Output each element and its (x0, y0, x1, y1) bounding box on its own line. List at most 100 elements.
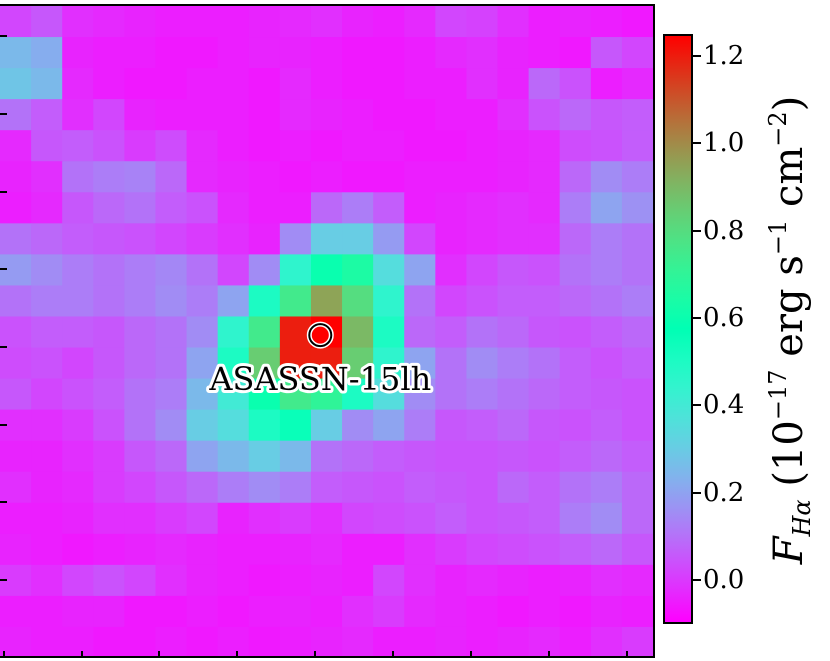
heatmap-cell (342, 564, 374, 597)
heatmap-cell (217, 99, 250, 131)
colorbar-title-exp1: −17 (764, 369, 792, 421)
heatmap-cell (62, 316, 94, 349)
heatmap-cell (404, 99, 436, 131)
heatmap-cell (373, 68, 405, 100)
heatmap-cell (373, 6, 405, 38)
heatmap-cell (186, 471, 219, 504)
heatmap-cell (124, 595, 157, 628)
y-axis-tick (0, 191, 7, 193)
colorbar-title-symbol: F (766, 536, 812, 565)
heatmap-cell (590, 6, 623, 38)
heatmap-cell (31, 533, 63, 566)
heatmap-cell (528, 254, 561, 287)
heatmap-cell (186, 223, 219, 255)
heatmap-cell (124, 471, 157, 504)
heatmap-cell (217, 6, 250, 38)
heatmap-cell (217, 37, 250, 69)
heatmap-cell (155, 285, 188, 318)
heatmap-cell (559, 192, 592, 224)
heatmap-cell (497, 192, 530, 224)
heatmap-cell (435, 99, 468, 131)
heatmap-cell (559, 254, 592, 287)
heatmap-cell (528, 378, 561, 411)
heatmap-cell (93, 440, 125, 473)
heatmap-cell (124, 254, 157, 287)
heatmap-cell (497, 130, 530, 162)
heatmap-cell (124, 192, 157, 224)
heatmap-cell (528, 6, 561, 38)
heatmap-cell (342, 347, 374, 380)
heatmap-cell (186, 254, 219, 287)
heatmap-cell (621, 68, 653, 100)
heatmap-cell (248, 595, 281, 628)
heatmap-cell (217, 161, 250, 193)
heatmap-cell (155, 533, 188, 566)
heatmap-cell (248, 192, 281, 224)
heatmap-cell (373, 37, 405, 69)
heatmap-cell (590, 99, 623, 131)
heatmap-cell (248, 626, 281, 656)
heatmap-cell (590, 409, 623, 442)
heatmap-cell (342, 37, 374, 69)
heatmap-cell (31, 161, 63, 193)
heatmap-cell (93, 316, 125, 349)
heatmap-cell (279, 192, 312, 224)
heatmap-cell (93, 254, 125, 287)
heatmap-cell (248, 440, 281, 473)
heatmap-cell (404, 192, 436, 224)
colorbar-tick-label: 1.0 (703, 128, 745, 159)
heatmap-cell (528, 68, 561, 100)
heatmap-cell (466, 285, 499, 318)
heatmap-cell (404, 626, 436, 656)
heatmap-cell (373, 99, 405, 131)
heatmap-cell (621, 130, 653, 162)
heatmap-cell (93, 285, 125, 318)
heatmap-cell (279, 223, 312, 255)
heatmap-cell (435, 6, 468, 38)
heatmap-cell (621, 6, 653, 38)
y-axis-tick (0, 35, 7, 37)
heatmap-cell (31, 6, 63, 38)
heatmap-cell (435, 130, 468, 162)
heatmap-cell (621, 161, 653, 193)
heatmap-cell (373, 316, 405, 349)
heatmap-cell (466, 99, 499, 131)
heatmap-cell (93, 130, 125, 162)
heatmap-cell (0, 254, 32, 287)
colorbar-title-units-close: ) (766, 95, 812, 112)
heatmap-cell (124, 347, 157, 380)
heatmap-cell (559, 347, 592, 380)
heatmap-cell (310, 564, 343, 597)
heatmap-cell (404, 6, 436, 38)
heatmap-cell (310, 471, 343, 504)
heatmap-cell (497, 37, 530, 69)
colorbar-tick-label: 0.6 (703, 303, 745, 334)
heatmap-cell (559, 37, 592, 69)
heatmap-cell (528, 409, 561, 442)
colorbar-tick (693, 54, 701, 57)
y-axis-tick (0, 113, 7, 115)
heatmap-cell (186, 161, 219, 193)
heatmap-cell (466, 6, 499, 38)
heatmap-cell (466, 347, 499, 380)
heatmap-cell (279, 99, 312, 131)
heatmap-cell (93, 626, 125, 656)
heatmap-cell (590, 533, 623, 566)
heatmap-cell (528, 285, 561, 318)
source-label-halo: ASASSN-15lh (208, 360, 431, 398)
heatmap-cell (0, 223, 32, 255)
heatmap-cell (404, 37, 436, 69)
heatmap-cell (435, 626, 468, 656)
heatmap-cell (0, 347, 32, 380)
heatmap-cell (310, 192, 343, 224)
heatmap-cell (186, 409, 219, 442)
heatmap-cell (248, 347, 281, 380)
heatmap-cell (186, 533, 219, 566)
heatmap-cell (248, 378, 281, 411)
heatmap-cell (93, 37, 125, 69)
heatmap-cell (435, 223, 468, 255)
heatmap-cell (0, 37, 32, 69)
heatmap-cell (404, 161, 436, 193)
heatmap-cell (124, 6, 157, 38)
